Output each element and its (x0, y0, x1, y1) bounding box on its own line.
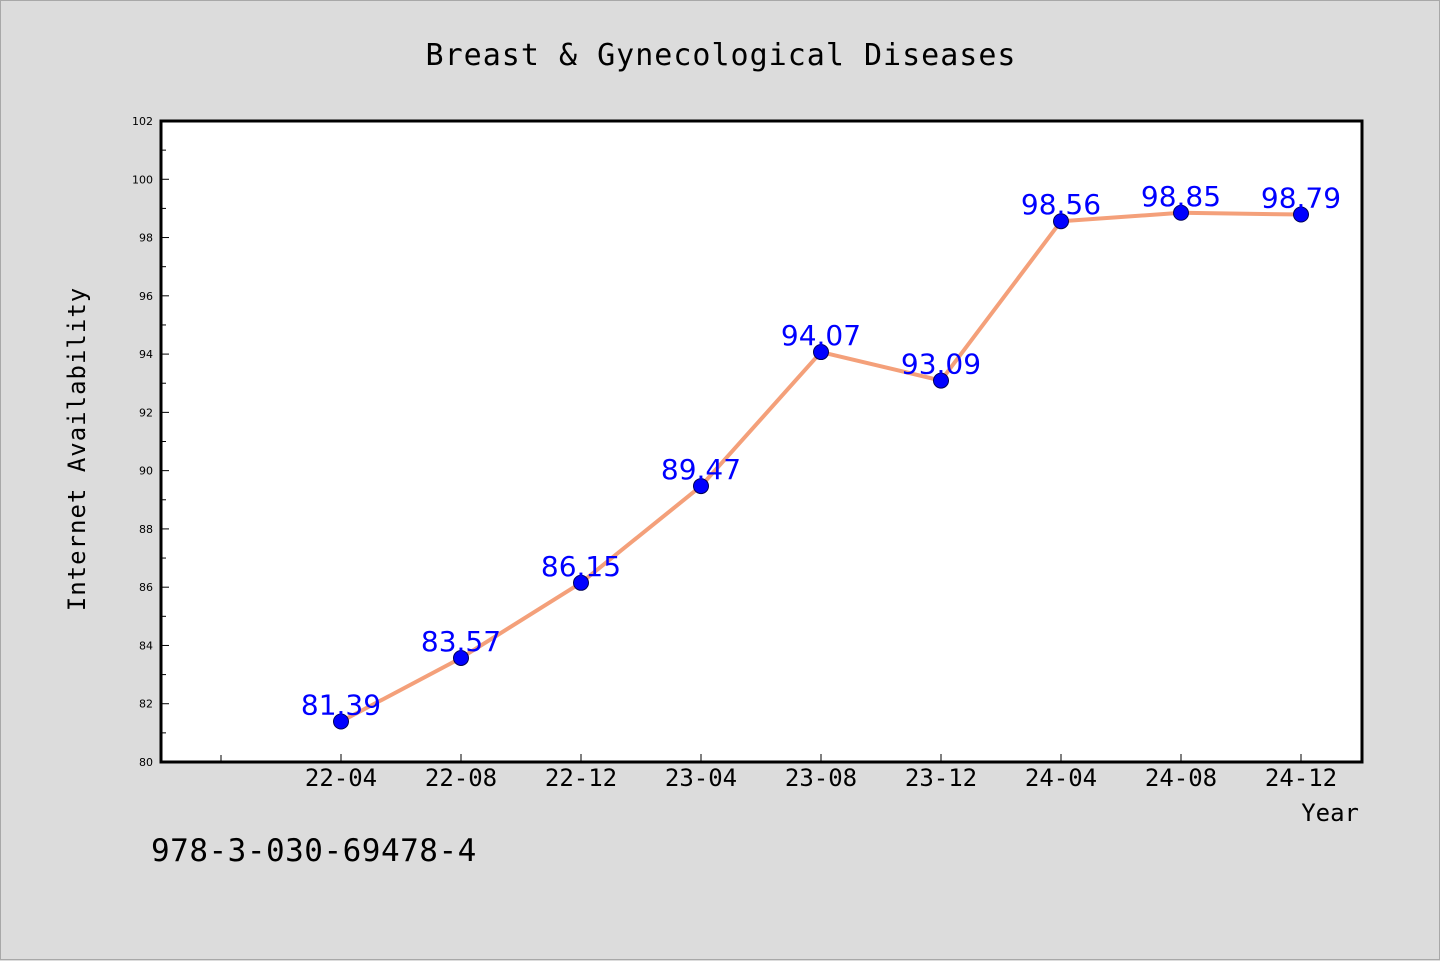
y-axis: 80 82 84 86 88 90 92 94 96 98 100 102 (132, 115, 169, 769)
data-point (1173, 204, 1189, 221)
data-label: 81.39 (301, 689, 381, 722)
data-point (573, 574, 589, 591)
data-label: 98.56 (1021, 188, 1101, 221)
y-tick-label: 92 (139, 406, 153, 419)
y-tick-label: 100 (132, 173, 153, 186)
plot-area (161, 121, 1362, 762)
data-point (1293, 206, 1309, 223)
x-tick-label: 24-12 (1265, 764, 1337, 792)
x-axis-label: Year (1301, 799, 1359, 827)
data-point (813, 344, 829, 361)
y-tick-label: 84 (139, 639, 153, 652)
data-label: 89.47 (661, 453, 741, 486)
data-point (1053, 213, 1069, 230)
data-label: 93.09 (901, 348, 981, 381)
x-tick-label: 23-12 (905, 764, 977, 792)
x-tick-label: 24-04 (1025, 764, 1097, 792)
data-label: 86.15 (541, 550, 621, 583)
data-point (693, 478, 709, 495)
x-tick-label: 23-04 (665, 764, 737, 792)
data-label: 98.85 (1141, 180, 1221, 213)
plot-frame (159, 119, 1364, 764)
y-tick-label: 102 (132, 115, 153, 128)
y-tick-label: 94 (139, 348, 153, 361)
x-tick-label: 22-12 (545, 764, 617, 792)
data-label: 98.79 (1261, 182, 1341, 215)
chart-title: Breast & Gynecological Diseases (426, 38, 1017, 73)
x-tick-label: 23-08 (785, 764, 857, 792)
y-axis-label: Internet Availability (63, 287, 91, 611)
footer-text: 978-3-030-69478-4 (151, 833, 477, 869)
x-axis: 22-04 22-08 22-12 23-04 23-08 23-12 24-04 24-08… (220, 754, 1337, 792)
data-point (933, 372, 949, 389)
y-tick-label: 88 (139, 523, 153, 536)
data-label: 83.57 (421, 625, 501, 658)
data-point (453, 649, 469, 666)
x-tick-label: 22-08 (425, 764, 497, 792)
y-tick-label: 98 (139, 232, 153, 245)
data-labels: 81.39 83.57 86.15 89.47 94.07 93.09 98.56 98.85… (301, 180, 1341, 722)
series-layer (333, 204, 1309, 730)
y-tick-label: 82 (139, 698, 153, 711)
data-point (333, 713, 349, 730)
x-tick-label: 24-08 (1145, 764, 1217, 792)
y-tick-label: 90 (139, 465, 153, 478)
y-tick-label: 80 (139, 756, 153, 769)
x-tick-label: 22-04 (305, 764, 377, 792)
data-label: 94.07 (781, 319, 861, 352)
y-tick-label: 86 (139, 581, 153, 594)
y-tick-label: 96 (139, 290, 153, 303)
